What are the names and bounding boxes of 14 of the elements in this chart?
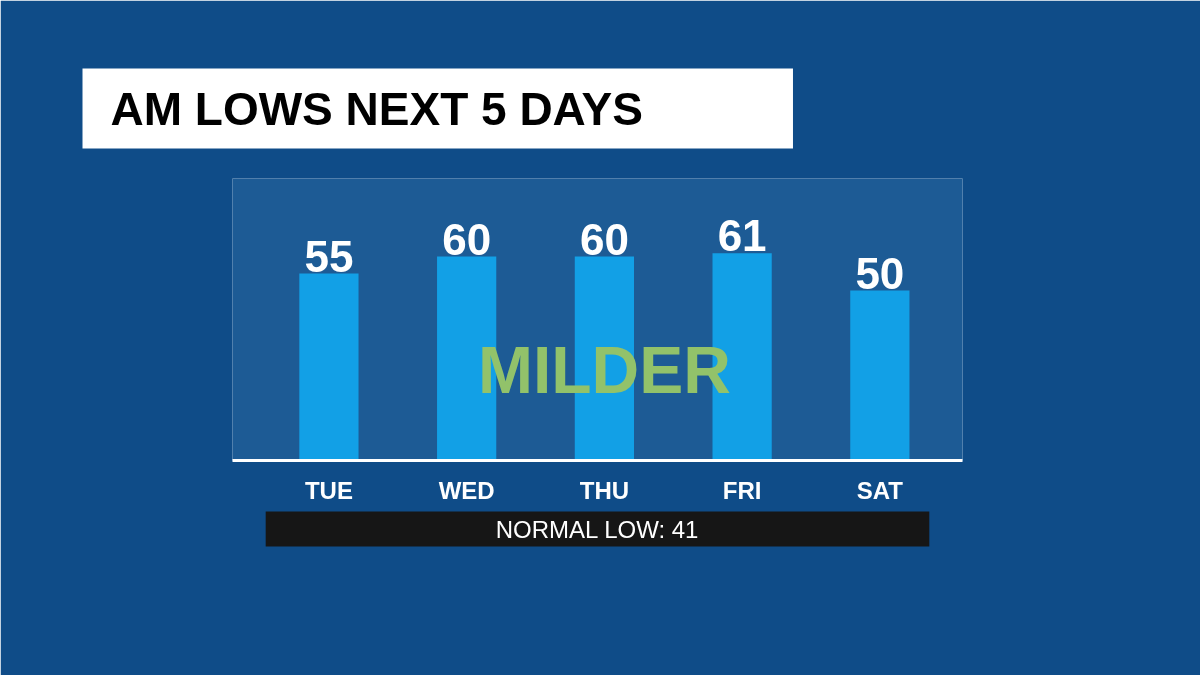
text: NORMAL LOW: 41 (495, 515, 699, 543)
data-label: 50 (855, 248, 905, 298)
bar (850, 290, 910, 461)
data-label: 60 (442, 214, 492, 264)
x-tick-label: WED (438, 476, 495, 504)
x-tick-label: TUE (304, 476, 353, 504)
bar (299, 273, 359, 461)
x-tick-label: SAT (856, 476, 904, 504)
data-label: 60 (579, 214, 629, 264)
x-tick-label: FRI (722, 476, 762, 504)
data-label: 61 (717, 211, 767, 261)
chart-title: AM LOWS NEXT 5 DAYS (110, 82, 643, 135)
data-label: 55 (304, 231, 354, 281)
x-tick-label: THU (579, 476, 630, 504)
